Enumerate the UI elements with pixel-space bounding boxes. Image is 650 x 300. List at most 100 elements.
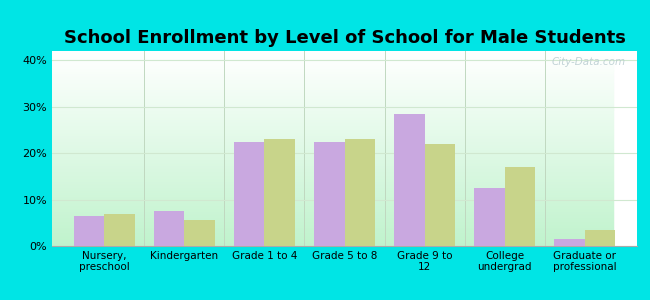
Bar: [52, 119, 613, 120]
Bar: [234, 142, 265, 246]
Bar: [52, 56, 613, 57]
Bar: [52, 138, 613, 139]
Bar: [505, 167, 535, 246]
Bar: [52, 69, 613, 70]
Bar: [52, 187, 613, 188]
Bar: [52, 75, 613, 76]
Bar: [52, 71, 613, 72]
Bar: [52, 94, 613, 95]
Bar: [52, 161, 613, 162]
Bar: [52, 202, 613, 203]
Bar: [52, 242, 613, 243]
Bar: [52, 123, 613, 124]
Bar: [52, 158, 613, 159]
Bar: [52, 72, 613, 74]
Bar: [52, 208, 613, 209]
Bar: [52, 60, 613, 61]
Bar: [52, 155, 613, 156]
Bar: [52, 232, 613, 233]
Bar: [52, 82, 613, 83]
Bar: [52, 88, 613, 89]
Bar: [52, 171, 613, 172]
Bar: [52, 110, 613, 111]
Bar: [52, 128, 613, 129]
Bar: [52, 150, 613, 152]
Bar: [52, 99, 613, 100]
Bar: [52, 198, 613, 199]
Bar: [52, 59, 613, 60]
Bar: [52, 172, 613, 173]
Bar: [52, 121, 613, 122]
Bar: [52, 236, 613, 237]
Bar: [52, 127, 613, 128]
Bar: [52, 219, 613, 220]
Bar: [52, 244, 613, 245]
Bar: [52, 136, 613, 137]
Bar: [52, 245, 613, 246]
Bar: [52, 105, 613, 106]
Bar: [52, 116, 613, 117]
Bar: [52, 185, 613, 187]
Bar: [52, 170, 613, 171]
Bar: [52, 140, 613, 141]
Bar: [52, 90, 613, 91]
Bar: [52, 233, 613, 234]
Bar: [52, 238, 613, 239]
Bar: [52, 211, 613, 212]
Bar: [474, 188, 505, 246]
Bar: [52, 129, 613, 130]
Bar: [52, 231, 613, 232]
Bar: [52, 96, 613, 97]
Bar: [52, 134, 613, 135]
Bar: [52, 145, 613, 146]
Bar: [52, 204, 613, 205]
Bar: [52, 192, 613, 193]
Bar: [52, 201, 613, 202]
Bar: [52, 176, 613, 177]
Bar: [52, 74, 613, 75]
Bar: [52, 80, 613, 81]
Bar: [52, 70, 613, 71]
Bar: [52, 133, 613, 134]
Bar: [52, 174, 613, 175]
Bar: [52, 92, 613, 93]
Bar: [52, 146, 613, 148]
Bar: [52, 102, 613, 103]
Text: City-Data.com: City-Data.com: [551, 57, 625, 67]
Bar: [52, 164, 613, 165]
Bar: [52, 135, 613, 136]
Bar: [52, 221, 613, 222]
Bar: [52, 106, 613, 107]
Bar: [52, 137, 613, 138]
Bar: [52, 61, 613, 62]
Bar: [52, 222, 613, 223]
Bar: [52, 205, 613, 206]
Bar: [52, 124, 613, 125]
Bar: [52, 217, 613, 218]
Bar: [52, 122, 613, 123]
Bar: [52, 79, 613, 80]
Bar: [52, 215, 613, 216]
Bar: [52, 63, 613, 64]
Bar: [52, 241, 613, 242]
Bar: [52, 77, 613, 78]
Bar: [52, 166, 613, 167]
Bar: [52, 159, 613, 160]
Bar: [52, 55, 613, 56]
Bar: [52, 83, 613, 84]
Bar: [52, 95, 613, 96]
Bar: [52, 87, 613, 88]
Bar: [52, 139, 613, 140]
Bar: [52, 107, 613, 109]
Bar: [52, 54, 613, 55]
Bar: [52, 200, 613, 201]
Bar: [52, 156, 613, 157]
Bar: [52, 240, 613, 241]
Bar: [52, 62, 613, 63]
Bar: [52, 152, 613, 153]
Bar: [52, 210, 613, 211]
Bar: [52, 111, 613, 112]
Bar: [52, 84, 613, 85]
Bar: [52, 114, 613, 115]
Bar: [52, 58, 613, 59]
